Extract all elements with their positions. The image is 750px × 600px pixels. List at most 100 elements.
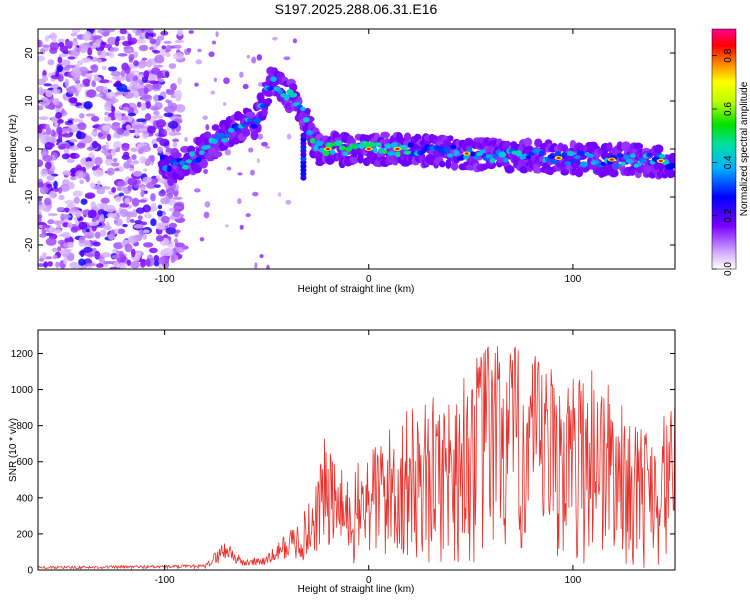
spectrogram-noise-cell — [145, 258, 151, 267]
spectrogram-ridge-cell — [342, 151, 349, 156]
spectrogram-noise-cell — [98, 79, 110, 84]
spectrogram-ridge-cell — [313, 145, 319, 152]
spectrogram-noise-cell — [152, 143, 158, 149]
spectrogram-noise-cell — [129, 219, 135, 223]
spectrogram-noise-cell — [132, 170, 143, 177]
spectrogram-noise-cell — [57, 119, 64, 124]
spectrogram-noise-cell — [116, 180, 128, 187]
x-tick-label: -100 — [155, 274, 175, 285]
spectrogram-noise-cell — [91, 166, 98, 171]
spectrogram-noise-cell — [160, 197, 171, 205]
spectrogram-peak-cell — [395, 147, 400, 151]
spectrogram-noise-cell — [97, 209, 106, 216]
spectrogram-noise-cell — [123, 161, 131, 169]
spectrogram-noise-cell — [77, 60, 84, 66]
spectrogram-peak-cell — [556, 156, 561, 160]
spectrogram-noise-cell — [136, 207, 145, 214]
spectrogram-noise-cell — [108, 66, 118, 72]
spectrogram-noise-cell — [80, 249, 85, 258]
spectrogram-ridge-cell — [450, 144, 457, 150]
spectrogram-noise-cell — [80, 198, 88, 205]
spectrogram-ridge-cell — [580, 161, 588, 168]
spectrogram-ridge-cell — [534, 166, 542, 174]
spectrogram-noise-cell — [141, 57, 148, 61]
spectrogram-noise-cell — [248, 147, 254, 153]
y-tick-label: -10 — [24, 189, 35, 204]
spectrogram-noise-cell — [285, 199, 292, 205]
spectrogram-ridge-cell — [181, 164, 190, 170]
spectrogram-noise-cell — [112, 158, 118, 163]
spectrogram-noise-cell — [45, 237, 57, 246]
spectrogram-ridge-cell — [470, 151, 476, 157]
spectrogram-noise-cell — [75, 170, 85, 179]
spectrogram-noise-cell — [145, 100, 151, 109]
spectrogram-noise-cell — [100, 213, 105, 223]
spectrogram-noise-cell — [147, 36, 154, 40]
spectrogram-ridge-cell — [300, 132, 307, 139]
spectrogram-noise-cell — [203, 211, 210, 219]
spectrogram-noise-cell — [53, 220, 63, 225]
spectrogram-noise-cell — [102, 225, 112, 231]
spectrogram-noise-cell — [100, 41, 105, 50]
spectrogram-noise-cell — [158, 78, 165, 83]
spectrogram-ridge-cell — [241, 122, 248, 128]
spectrogram-noise-cell — [172, 210, 181, 218]
spectrogram-ridge-cell — [270, 76, 277, 83]
snr-series-line — [38, 345, 675, 570]
spectrogram-noise-cell — [132, 160, 140, 164]
spectrogram-noise-cell — [146, 125, 156, 134]
spectrogram-noise-cell — [57, 239, 66, 245]
spectrogram-noise-cell — [197, 48, 202, 53]
spectrogram-noise-cell — [133, 91, 140, 99]
spectrogram-noise-cell — [172, 141, 178, 148]
spectrogram-noise-cell — [186, 47, 192, 53]
spectrogram-noise-cell — [75, 131, 86, 140]
spectrogram-noise-cell — [154, 38, 161, 46]
spectrogram-noise-cell — [138, 199, 147, 203]
spectrogram-noise-cell — [43, 204, 52, 212]
spectrogram-noise-cell — [41, 44, 51, 48]
spectrogram-noise-cell — [168, 222, 178, 229]
spectrogram-noise-cell — [96, 263, 104, 268]
spectrogram-ridge-cell — [198, 158, 208, 169]
spectrogram-noise-cell — [126, 259, 132, 266]
spectrogram-noise-cell — [91, 140, 99, 149]
spectrogram-ridge-cell — [217, 132, 225, 139]
spectrogram-ridge-cell — [283, 94, 290, 101]
spectrogram-noise-cell — [115, 36, 121, 42]
spectrogram-ridge-cell — [639, 158, 647, 164]
spectrogram-noise-cell — [49, 32, 58, 41]
spectrogram-ridge-cell — [517, 159, 527, 168]
spectrogram-noise-cell — [100, 252, 111, 258]
spectrogram-noise-cell — [90, 115, 100, 122]
colorbar — [711, 28, 737, 270]
spectrogram-noise-cell — [91, 224, 97, 232]
spectrogram-noise-cell — [277, 192, 282, 197]
spectrogram-ridge-cell — [633, 142, 644, 150]
spectrogram-noise-cell — [56, 206, 66, 212]
spectrogram-ridge-cell — [349, 155, 360, 164]
spectrogram-noise-cell — [149, 38, 157, 45]
spectrogram-ridge-cell — [666, 169, 675, 179]
spectrogram-noise-cell — [84, 252, 95, 257]
spectrogram-noise-cell — [122, 40, 133, 47]
spectrogram-noise-cell — [144, 213, 153, 219]
spectrogram-ridge-cell — [253, 117, 261, 125]
spectrogram-noise-cell — [131, 29, 137, 34]
spectrogram-noise-cell — [118, 192, 125, 197]
spectrogram-noise-cell — [62, 231, 71, 239]
spectrogram-ridge-cell — [550, 159, 559, 165]
spectrogram-noise-cell — [122, 223, 128, 228]
spectrogram-noise-cell — [85, 161, 95, 168]
spectrogram-noise-cell — [158, 190, 167, 197]
spectrogram-ridge-cell — [586, 153, 595, 158]
spectrogram-ridge-cell — [384, 143, 392, 149]
spectrogram-noise-cell — [117, 53, 128, 57]
spectrogram-noise-cell — [44, 104, 55, 110]
spectrogram-noise-cell — [38, 196, 43, 203]
spectrogram-noise-cell — [90, 131, 97, 136]
spectrogram-peak-cell — [658, 159, 663, 163]
spectrogram-noise-cell — [106, 167, 115, 176]
spectrogram-noise-cell — [135, 251, 142, 256]
spectrogram-noise-cell — [70, 176, 77, 181]
